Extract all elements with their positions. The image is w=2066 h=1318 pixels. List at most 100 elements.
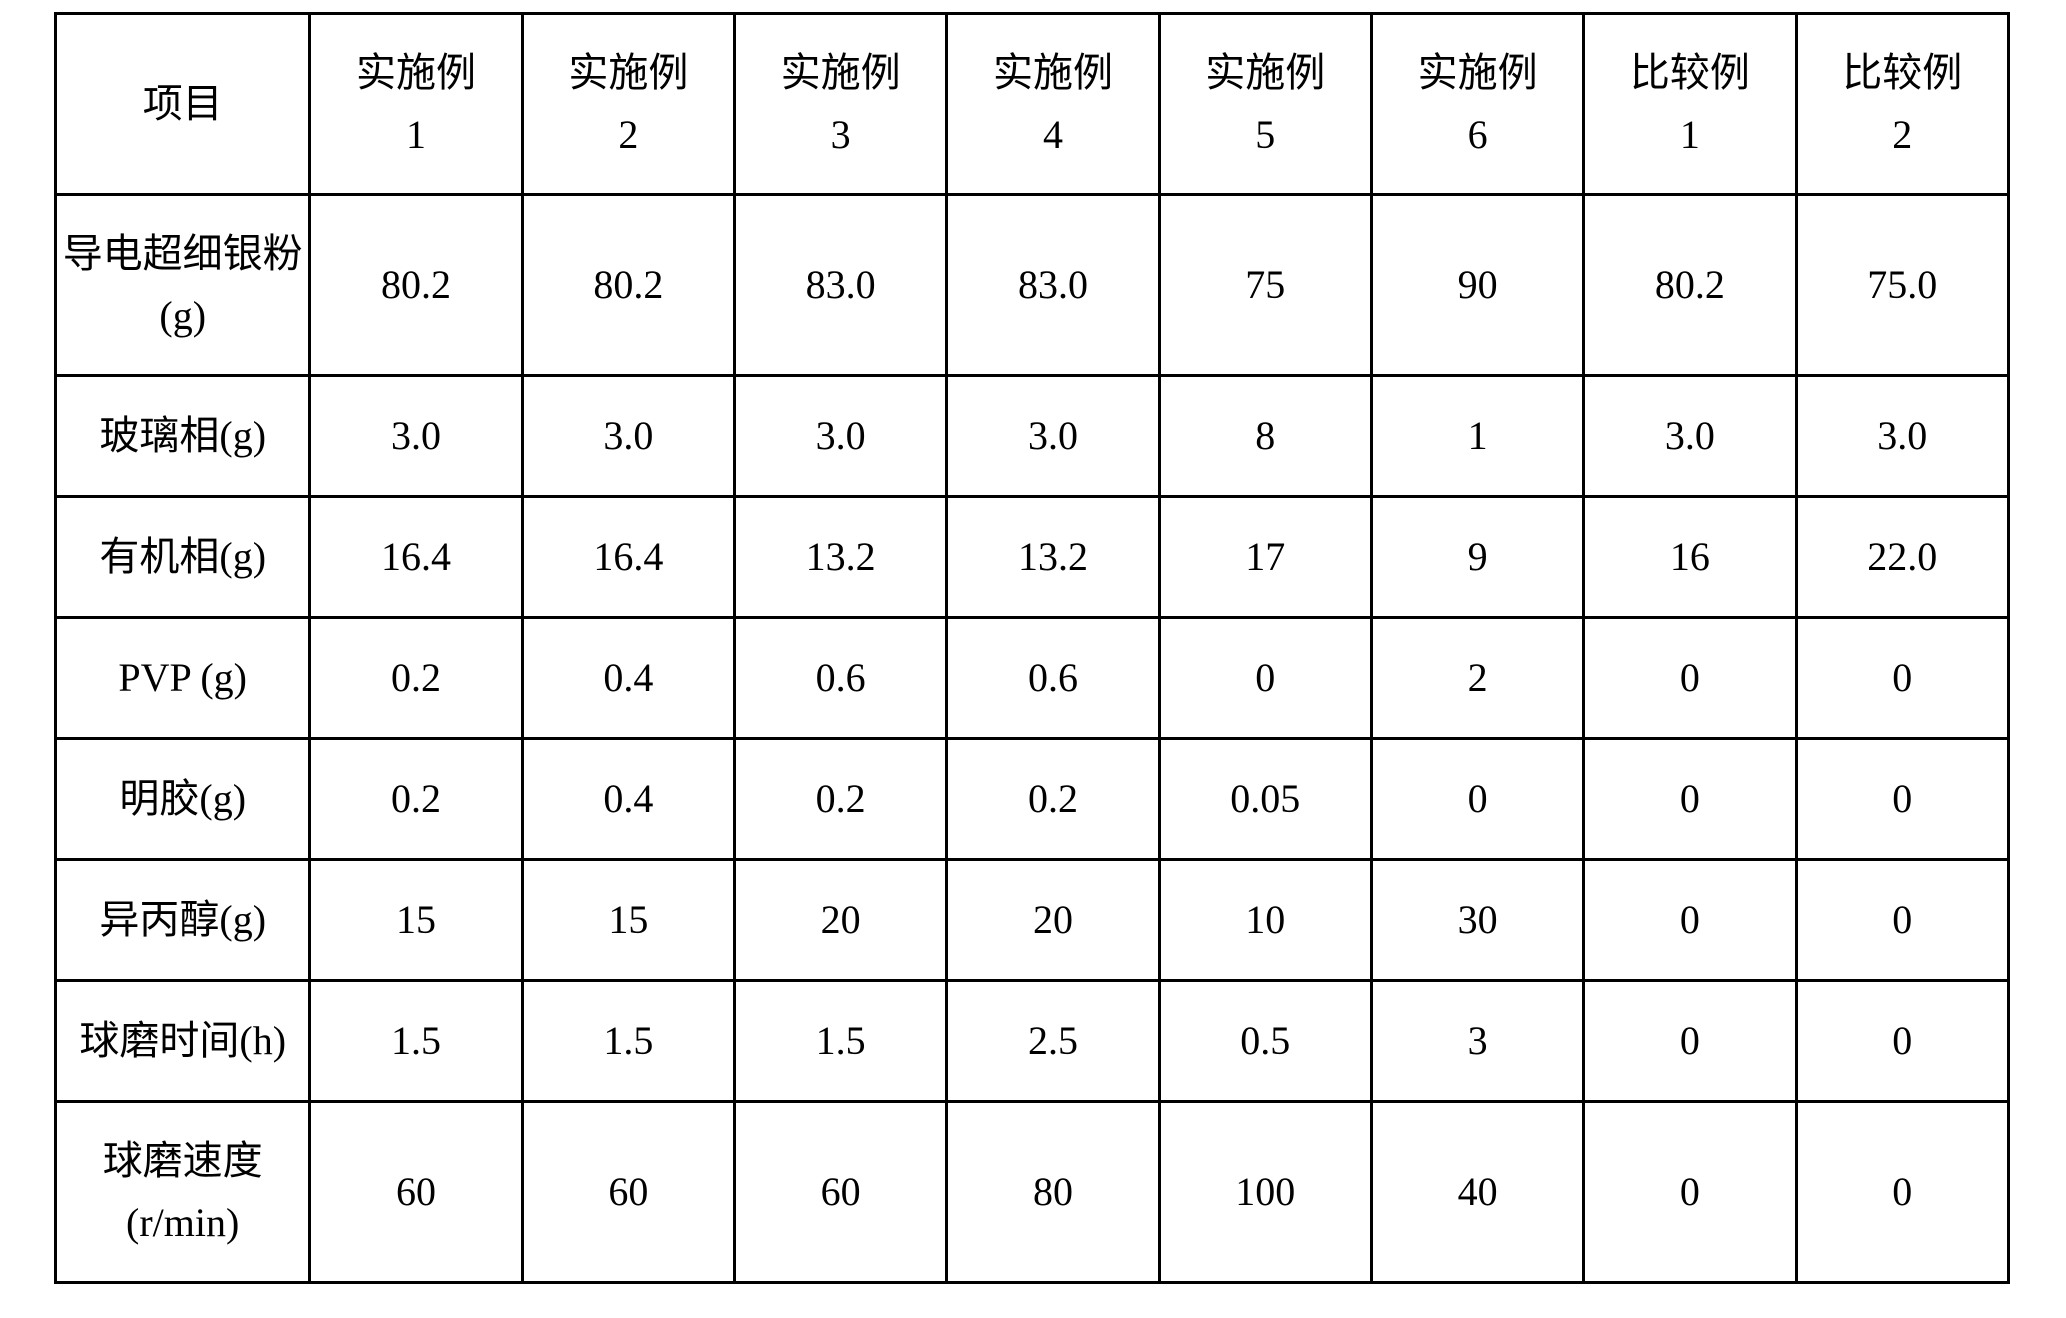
row-label-line: 明胶(g) [119, 768, 246, 830]
data-cell: 15 [522, 860, 734, 981]
cell-value: 9 [1468, 526, 1488, 588]
data-cell: 0 [1584, 860, 1796, 981]
data-cell: 0.2 [947, 739, 1159, 860]
data-cell: 16 [1584, 497, 1796, 618]
row-label-line: (g) [159, 285, 206, 347]
cell-value: 80.2 [593, 254, 663, 316]
cell-value: 1.5 [816, 1010, 866, 1072]
cell-value: 0.2 [391, 647, 441, 709]
cell-value: 0 [1680, 1161, 1700, 1223]
data-cell: 60 [735, 1102, 947, 1283]
header-col-l1: 实施例 [993, 42, 1113, 104]
table-row: PVP (g) 0.2 0.4 0.6 0.6 0 2 0 0 [56, 618, 2009, 739]
cell-value: 83.0 [1018, 254, 1088, 316]
data-cell: 20 [947, 860, 1159, 981]
data-cell: 1.5 [310, 981, 522, 1102]
data-cell: 3.0 [947, 376, 1159, 497]
data-cell: 3.0 [522, 376, 734, 497]
data-cell: 20 [735, 860, 947, 981]
table-row: 异丙醇(g) 15 15 20 20 10 30 0 0 [56, 860, 2009, 981]
data-cell: 80 [947, 1102, 1159, 1283]
data-cell: 17 [1159, 497, 1371, 618]
data-cell: 15 [310, 860, 522, 981]
cell-value: 0 [1892, 1010, 1912, 1072]
header-col-l2: 3 [831, 104, 851, 166]
cell-value: 13.2 [1018, 526, 1088, 588]
row-label-line: 球磨时间(h) [79, 1010, 286, 1072]
cell-value: 3.0 [603, 405, 653, 467]
row-label-cell: 导电超细银粉 (g) [56, 195, 310, 376]
row-label-cell: 异丙醇(g) [56, 860, 310, 981]
row-label-line: 异丙醇(g) [99, 889, 266, 951]
table-row: 球磨时间(h) 1.5 1.5 1.5 2.5 0.5 3 0 0 [56, 981, 2009, 1102]
data-cell: 13.2 [735, 497, 947, 618]
cell-value: 0 [1680, 889, 1700, 951]
header-col-l2: 2 [1892, 104, 1912, 166]
data-table-container: 项目 实施例 1 实施例 2 实施例 3 实施例 4 实施例 5 [54, 12, 2010, 1284]
header-col-l2: 6 [1468, 104, 1488, 166]
cell-value: 3.0 [816, 405, 866, 467]
data-cell: 0 [1796, 981, 2008, 1102]
data-cell: 80.2 [310, 195, 522, 376]
data-cell: 0 [1371, 739, 1583, 860]
data-cell: 90 [1371, 195, 1583, 376]
data-cell: 2 [1371, 618, 1583, 739]
cell-value: 15 [396, 889, 436, 951]
header-col-cell: 实施例 3 [735, 14, 947, 195]
data-cell: 0 [1796, 1102, 2008, 1283]
data-cell: 13.2 [947, 497, 1159, 618]
cell-value: 20 [1033, 889, 1073, 951]
data-cell: 80.2 [1584, 195, 1796, 376]
row-label-line: (r/min) [126, 1192, 239, 1254]
data-cell: 9 [1371, 497, 1583, 618]
row-label-cell: 明胶(g) [56, 739, 310, 860]
data-cell: 80.2 [522, 195, 734, 376]
table-row: 有机相(g) 16.4 16.4 13.2 13.2 17 9 16 22.0 [56, 497, 2009, 618]
header-col-l2: 4 [1043, 104, 1063, 166]
data-cell: 60 [310, 1102, 522, 1283]
cell-value: 3 [1468, 1010, 1488, 1072]
data-cell: 8 [1159, 376, 1371, 497]
cell-value: 3.0 [1028, 405, 1078, 467]
data-cell: 0 [1584, 739, 1796, 860]
cell-value: 1.5 [391, 1010, 441, 1072]
data-cell: 100 [1159, 1102, 1371, 1283]
header-col-cell: 实施例 4 [947, 14, 1159, 195]
data-cell: 3.0 [310, 376, 522, 497]
table-row: 明胶(g) 0.2 0.4 0.2 0.2 0.05 0 0 0 [56, 739, 2009, 860]
cell-value: 0 [1892, 1161, 1912, 1223]
cell-value: 10 [1245, 889, 1285, 951]
data-cell: 16.4 [522, 497, 734, 618]
data-cell: 60 [522, 1102, 734, 1283]
header-col-l2: 1 [1680, 104, 1700, 166]
header-col-cell: 实施例 5 [1159, 14, 1371, 195]
header-col-l1: 实施例 [356, 42, 476, 104]
cell-value: 60 [396, 1161, 436, 1223]
data-cell: 3.0 [1584, 376, 1796, 497]
row-label-line: PVP (g) [118, 647, 247, 709]
cell-value: 60 [608, 1161, 648, 1223]
cell-value: 0.4 [603, 768, 653, 830]
data-cell: 0 [1159, 618, 1371, 739]
data-cell: 30 [1371, 860, 1583, 981]
header-col-cell: 实施例 2 [522, 14, 734, 195]
cell-value: 0.05 [1230, 768, 1300, 830]
header-col-l2: 5 [1255, 104, 1275, 166]
header-col-cell: 比较例 1 [1584, 14, 1796, 195]
data-cell: 1 [1371, 376, 1583, 497]
data-cell: 16.4 [310, 497, 522, 618]
cell-value: 3.0 [1665, 405, 1715, 467]
data-cell: 0.2 [310, 739, 522, 860]
row-label-line: 玻璃相(g) [99, 405, 266, 467]
header-col-l1: 实施例 [568, 42, 688, 104]
cell-value: 16.4 [593, 526, 663, 588]
cell-value: 80.2 [381, 254, 451, 316]
header-col-cell: 实施例 6 [1371, 14, 1583, 195]
data-cell: 22.0 [1796, 497, 2008, 618]
row-label-cell: 球磨时间(h) [56, 981, 310, 1102]
header-col-l2: 1 [406, 104, 426, 166]
data-cell: 0 [1584, 981, 1796, 1102]
cell-value: 83.0 [806, 254, 876, 316]
cell-value: 0 [1680, 1010, 1700, 1072]
data-cell: 0.4 [522, 739, 734, 860]
